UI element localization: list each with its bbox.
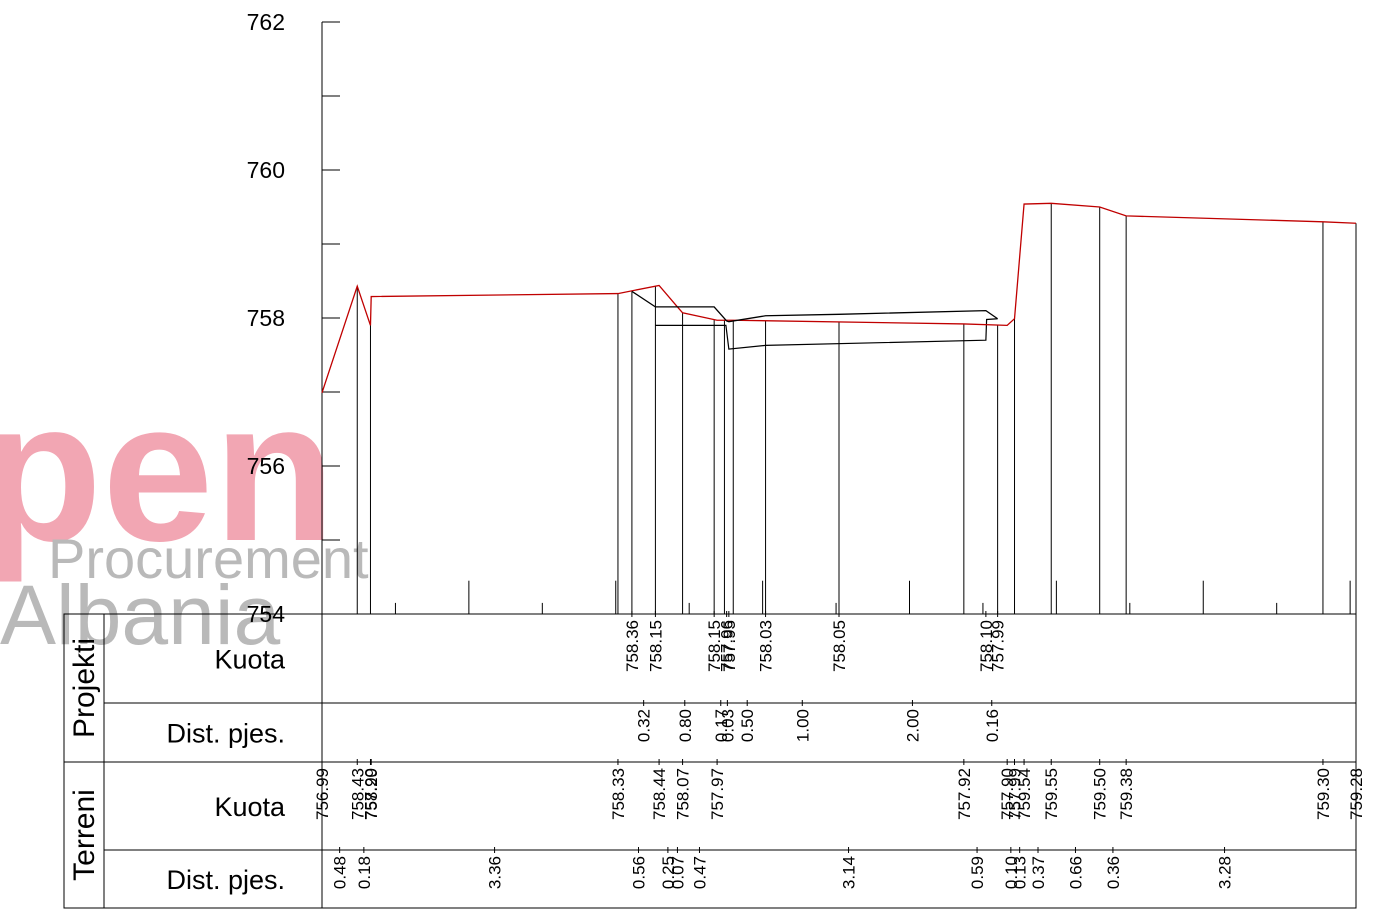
terrain-elevation-label: 757.99 [1006,768,1025,820]
open-procurement-albania-watermark: pen Procurement Albania [0,360,369,662]
terrain-elevation-label: 759.38 [1117,768,1136,820]
terrain-line [321,202,1357,393]
table-row-label: Kuota [214,792,286,822]
y-tick-label: 762 [247,9,285,35]
terrain-distance-label: 0.13 [1011,856,1030,889]
terrain-elevation-label: 758.33 [609,768,628,820]
terrain-distance-label: 0.10 [1002,856,1021,889]
terrain-distance-label: 3.28 [1216,856,1235,889]
terrain-distance-label: 0.18 [355,856,374,889]
terrain-elevation-label: 758.29 [362,768,381,820]
terrain-elevation-label: 757.90 [998,768,1017,820]
terrain-distance-label: 0.47 [690,856,709,889]
project-elevation-label: 758.15 [646,620,665,672]
terrain-elevation-label: 758.43 [348,768,367,820]
terrain-distance-label: 0.66 [1066,856,1085,889]
project-distance-label: 1.00 [793,709,812,742]
project-elevation-label: 757.95 [720,620,739,672]
terrain-distance-label: 0.25 [659,856,678,889]
terrain-elevation-label: 759.30 [1314,768,1333,820]
project-elevation-label: 757.96 [718,620,737,672]
terrain-elevation-label: 759.50 [1091,768,1110,820]
y-tick-label: 758 [247,305,285,331]
terrain-elevation-label: 758.07 [674,768,693,820]
watermark-line1: pen [0,360,336,583]
table-group-label: Terreni [68,789,101,881]
project-distance-label: 0.03 [718,709,737,742]
terrain-elevation-label: 757.90 [361,768,380,820]
terrain-distance-label: 0.37 [1029,856,1048,889]
project-elevation-label: 758.03 [757,620,776,672]
y-tick-label: 756 [247,453,285,479]
y-tick-label: 760 [247,157,285,183]
data-table: Projekti Kuota Dist. pjes. Terreni Kuota Dist… [63,613,1357,909]
project-elevation-label: 758.15 [705,620,724,672]
project-distance-label: 0.80 [676,709,695,742]
table-row-label: Kuota [214,645,286,675]
project-distance-label: 0.50 [738,709,757,742]
project-elevation-label: 758.10 [977,620,996,672]
terrain-distance-label: 0.36 [1104,856,1123,889]
watermark-line3: Albania [0,568,281,662]
project-elevation-label: 758.05 [830,620,849,672]
terrain-elevation-label: 759.55 [1042,768,1061,820]
table-row-label: Dist. pjes. [166,719,285,749]
table-group-label: Projekti [68,638,101,738]
terrain-distance-label: 3.14 [840,856,859,889]
project-line [631,290,998,323]
terrain-distance-label: 0.59 [968,856,987,889]
terrain-elevation-label: 759.54 [1015,768,1034,820]
project-elevation-label: 758.36 [623,620,642,672]
project-distance-label: 0.16 [983,709,1002,742]
watermark-line2: Procurement [48,527,369,590]
project-distance-label: 2.00 [903,709,922,742]
terrain-distance-label: 3.36 [486,856,505,889]
project-elevation-label: 757.99 [989,620,1008,672]
project-distance-label: 0.32 [635,709,654,742]
y-tick-label: 754 [247,601,286,627]
terrain-distance-label: 0.07 [668,856,687,889]
terrain-distance-label: 0.48 [331,856,350,889]
terrain-elevation-label: 759.28 [1347,768,1366,820]
terrain-elevation-label: 756.99 [313,768,332,820]
terrain-distance-label: 0.56 [630,856,649,889]
table-row-label: Dist. pjes. [166,865,285,895]
terrain-elevation-label: 757.92 [955,768,974,820]
project-distance-label: 0.17 [712,709,731,742]
terrain-elevation-label: 757.97 [708,768,727,820]
terrain-elevation-label: 758.44 [650,768,669,820]
subgrade-line [655,318,998,350]
